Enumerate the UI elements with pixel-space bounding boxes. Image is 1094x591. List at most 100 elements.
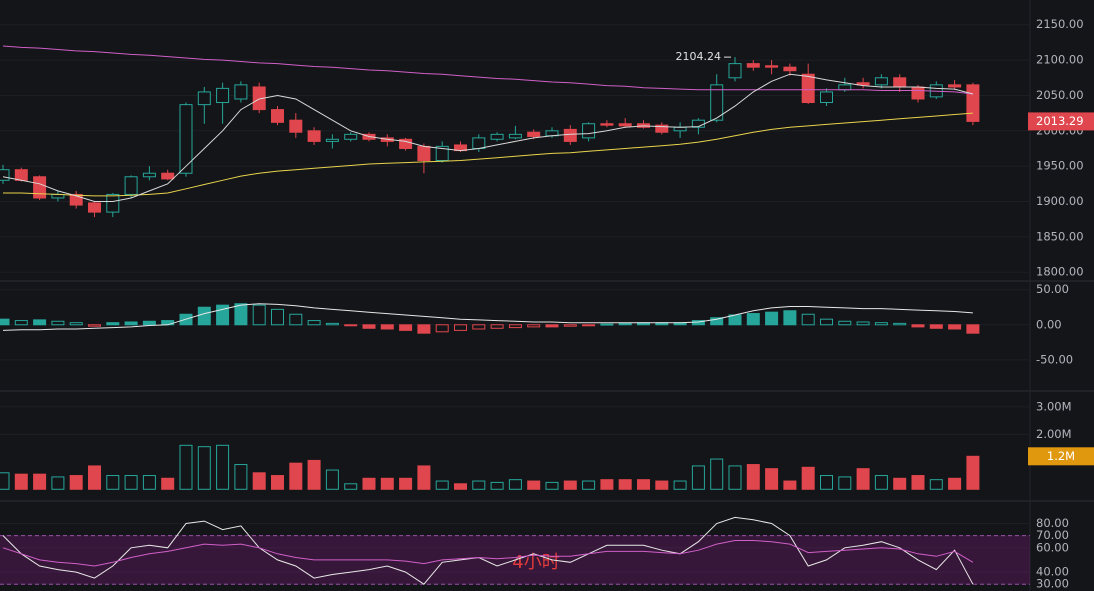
- bar: [673, 480, 687, 490]
- candle-body: [508, 133, 522, 139]
- y-tick-label: 50.00: [1036, 282, 1069, 296]
- bar: [783, 310, 797, 326]
- bar: [289, 462, 303, 490]
- bar: [710, 458, 724, 490]
- candle-body: [948, 84, 962, 88]
- bar: [618, 322, 632, 326]
- bar: [380, 324, 394, 330]
- y-tick-label: 40.00: [1036, 565, 1069, 579]
- bar: [600, 323, 614, 326]
- bar: [344, 483, 358, 490]
- bar: [88, 465, 101, 490]
- last-price-label: 2013.29: [1036, 114, 1084, 128]
- bar: [893, 477, 907, 490]
- y-tick-label: -50.00: [1036, 352, 1073, 366]
- bar: [563, 480, 577, 490]
- bar: [106, 322, 120, 326]
- candle-body: [289, 119, 303, 133]
- bar: [344, 324, 358, 327]
- candle-body: [728, 63, 742, 79]
- bar: [783, 480, 797, 490]
- bar: [948, 477, 962, 490]
- bar: [820, 318, 833, 326]
- bar: [252, 304, 266, 326]
- bar: [106, 475, 120, 490]
- candle-body: [765, 65, 779, 68]
- bar: [69, 322, 83, 326]
- candle-body: [417, 145, 431, 162]
- line-series: [2, 45, 973, 95]
- bar: [325, 469, 339, 490]
- candle-body: [179, 104, 193, 174]
- y-tick-label: 2100.00: [1036, 53, 1084, 67]
- bar: [142, 475, 156, 490]
- candle-body: [874, 77, 888, 86]
- candle-body: [618, 123, 632, 127]
- bar: [691, 465, 705, 490]
- bar: [417, 465, 431, 490]
- bar: [765, 468, 779, 490]
- bar: [801, 313, 815, 326]
- y-tick-label: 3.00M: [1036, 399, 1072, 413]
- bar: [527, 480, 541, 490]
- candle-body: [527, 131, 541, 137]
- bar: [88, 324, 101, 327]
- y-tick-label: 0.00: [1036, 317, 1062, 331]
- line-series: [2, 303, 973, 331]
- candle-body: [710, 84, 724, 121]
- bar: [490, 481, 504, 490]
- candle-body: [655, 124, 669, 133]
- bar: [966, 455, 980, 490]
- bar: [362, 324, 376, 329]
- bar: [618, 479, 632, 490]
- bar: [216, 444, 230, 490]
- bar: [234, 464, 248, 490]
- candle-body: [582, 123, 596, 139]
- bar: [728, 465, 742, 490]
- y-tick-label: 2.00M: [1036, 427, 1072, 441]
- bar: [490, 324, 504, 329]
- bar: [161, 477, 175, 490]
- bar: [582, 480, 596, 490]
- candle-body: [435, 145, 449, 162]
- bar: [179, 444, 193, 490]
- bar: [966, 324, 980, 334]
- bar: [0, 472, 10, 490]
- bar: [380, 477, 394, 490]
- line-series: [2, 540, 974, 567]
- candle-body: [142, 172, 156, 178]
- candle-body: [234, 84, 248, 100]
- bar: [0, 318, 10, 326]
- bar: [472, 324, 486, 330]
- bar: [929, 324, 943, 329]
- candle-body: [893, 77, 907, 88]
- candle-body: [490, 133, 504, 140]
- line-series: [2, 73, 974, 202]
- line-series: [2, 516, 974, 585]
- bar: [33, 319, 47, 326]
- candle-body: [344, 133, 358, 140]
- bar: [874, 322, 888, 326]
- line-series: [3, 112, 973, 197]
- bar: [545, 324, 559, 328]
- bar: [399, 477, 413, 490]
- bar: [893, 322, 907, 326]
- y-tick-label: 60.00: [1036, 540, 1069, 554]
- bar: [801, 466, 815, 490]
- candle-body: [820, 91, 833, 104]
- bar: [289, 313, 303, 326]
- candle-body: [307, 130, 321, 142]
- bar: [454, 324, 467, 331]
- candle-body: [911, 86, 925, 100]
- candle-body: [106, 193, 120, 213]
- bar: [271, 475, 284, 490]
- bar: [637, 479, 650, 490]
- y-tick-label: 2050.00: [1036, 88, 1084, 102]
- bar: [417, 324, 431, 334]
- bar: [69, 475, 83, 490]
- bar: [838, 320, 852, 326]
- bar: [563, 324, 577, 327]
- bar: [234, 303, 248, 326]
